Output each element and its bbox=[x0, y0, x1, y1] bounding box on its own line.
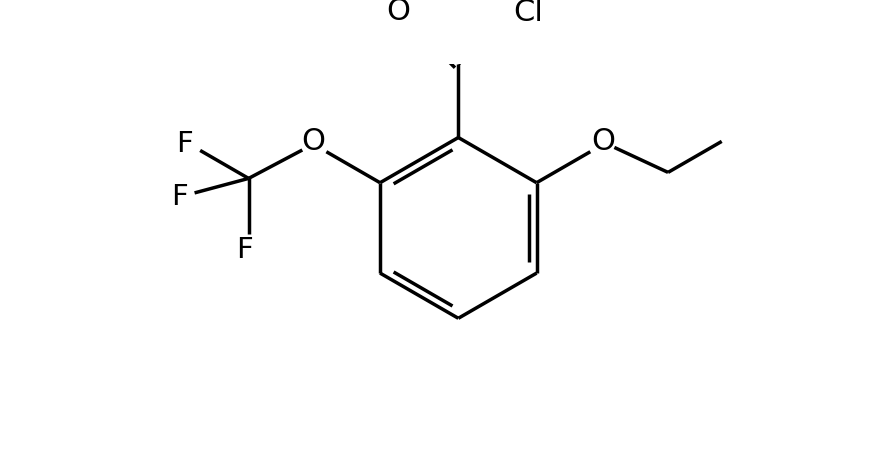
Text: O: O bbox=[386, 0, 410, 26]
Text: O: O bbox=[301, 127, 325, 156]
Text: Cl: Cl bbox=[513, 0, 543, 27]
Text: F: F bbox=[236, 236, 253, 264]
Text: F: F bbox=[171, 183, 187, 211]
Text: F: F bbox=[177, 130, 193, 159]
Text: O: O bbox=[591, 127, 616, 156]
